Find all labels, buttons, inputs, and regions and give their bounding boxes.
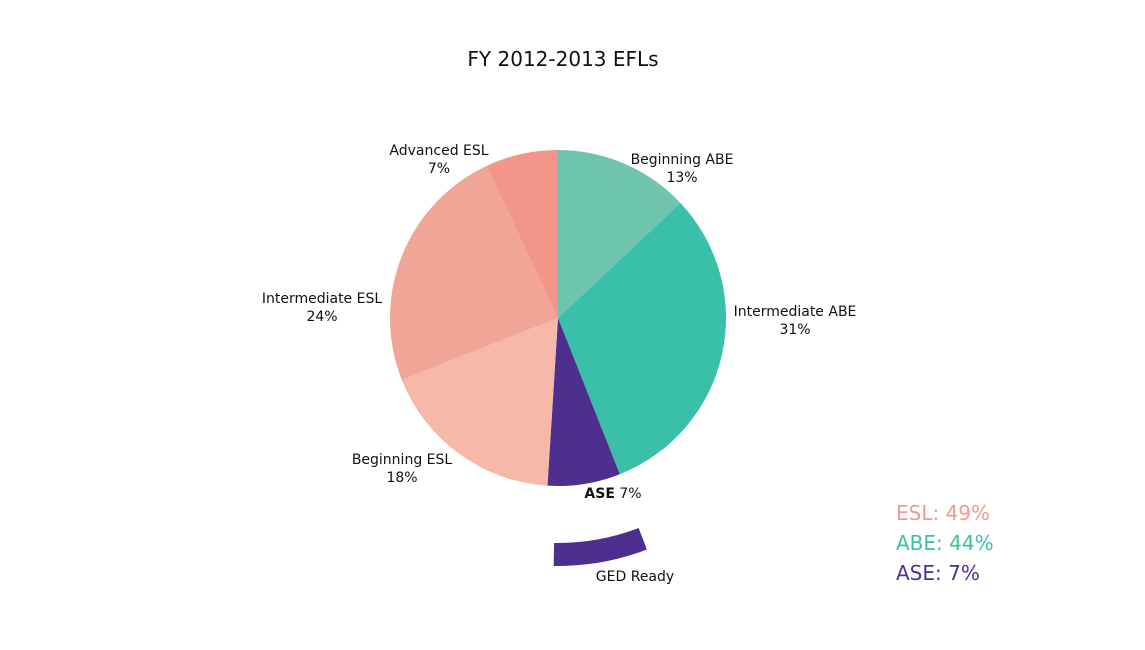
slice-value-advanced-esl: 7% — [428, 161, 450, 177]
slice-intermediate-esl — [390, 165, 558, 380]
ged-ready-arc — [553, 528, 647, 566]
slice-label-beginning-esl: Beginning ESL — [352, 452, 453, 468]
slice-intermediate-abe — [558, 202, 727, 475]
slice-label-intermediate-abe: Intermediate ABE — [734, 304, 857, 320]
summary-esl: ESL: 49% — [896, 501, 990, 525]
summary-legend: ESL: 49% ABE: 44% ASE: 7% — [896, 501, 994, 585]
slice-value-beginning-esl: 18% — [386, 470, 417, 486]
slice-beginning-esl — [401, 318, 558, 486]
ged-ready-label: GED Ready — [596, 569, 674, 585]
chart-title: FY 2012-2013 EFLs — [467, 47, 658, 71]
slice-labels: Beginning ABE 13% Intermediate ABE 31% ASE 7… — [262, 143, 857, 502]
slice-ase — [547, 318, 620, 486]
pie-slices — [390, 150, 727, 486]
slice-label-beginning-abe: Beginning ABE — [631, 152, 734, 168]
slice-label-advanced-esl: Advanced ESL — [389, 143, 488, 159]
summary-ase: ASE: 7% — [896, 561, 980, 585]
slice-advanced-esl — [486, 150, 558, 318]
slice-value-intermediate-esl: 24% — [306, 309, 337, 325]
slice-value-intermediate-abe: 31% — [779, 322, 810, 338]
slice-value-beginning-abe: 13% — [666, 170, 697, 186]
summary-abe: ABE: 44% — [896, 531, 994, 555]
slice-beginning-abe — [558, 150, 681, 318]
slice-label-ase: ASE 7% — [584, 486, 641, 502]
slice-label-intermediate-esl: Intermediate ESL — [262, 291, 383, 307]
